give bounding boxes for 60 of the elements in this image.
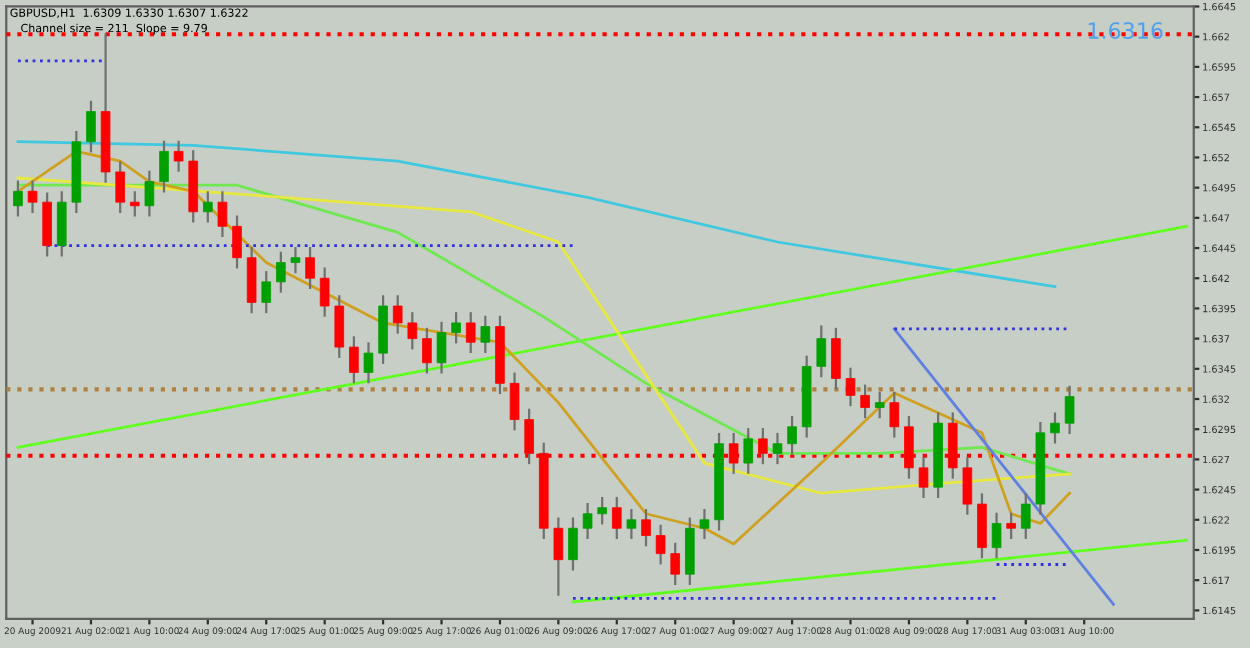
annotation: 1.6316	[1088, 22, 1163, 39]
candlestick	[203, 191, 213, 223]
candlestick	[582, 502, 593, 540]
candlestick	[86, 100, 96, 153]
candlestick	[173, 140, 184, 172]
candlestick	[451, 312, 461, 344]
candlestick	[1050, 412, 1060, 444]
candlestick	[787, 416, 797, 455]
candlestick	[13, 180, 23, 217]
candlestick	[290, 246, 301, 274]
candlestick	[42, 192, 52, 257]
candlestick	[597, 496, 607, 525]
candlestick	[553, 517, 564, 596]
candlestick	[305, 246, 315, 290]
candlestick	[670, 542, 681, 585]
candlestick	[115, 161, 125, 213]
candlestick	[1064, 385, 1075, 434]
candlestick	[772, 432, 783, 465]
candlestick	[246, 246, 257, 314]
line-series	[16, 150, 1071, 546]
candlestick	[56, 191, 67, 257]
candlestick	[465, 312, 476, 354]
candlestick	[889, 391, 900, 438]
candlestick	[612, 496, 622, 540]
line-series	[16, 140, 1057, 289]
candlestick	[363, 342, 374, 384]
candlestick	[860, 384, 870, 419]
candlestick	[334, 295, 345, 358]
candlestick	[845, 367, 856, 407]
candlestick	[232, 215, 242, 269]
candlestick	[217, 191, 228, 238]
candlestick	[685, 517, 695, 585]
candlestick	[831, 327, 841, 390]
candlestick	[699, 509, 710, 540]
candlestick	[422, 327, 432, 374]
candlestick	[480, 315, 491, 354]
candlestick	[1006, 512, 1016, 540]
candlestick	[27, 180, 38, 213]
candlestick	[991, 512, 1002, 559]
candlestick	[261, 271, 272, 314]
candlestick	[1020, 493, 1031, 540]
candlestick	[436, 321, 447, 374]
candlestick	[349, 336, 359, 384]
candlestick	[874, 391, 885, 419]
candlestick	[509, 372, 520, 431]
candlestick	[641, 509, 651, 547]
candlestick	[568, 517, 578, 571]
candlestick	[144, 170, 155, 217]
candlestick	[626, 509, 637, 540]
candlestick	[319, 267, 330, 317]
candlestick	[655, 524, 666, 565]
candlestick	[407, 312, 418, 350]
candlestick	[378, 295, 388, 364]
candlestick	[129, 191, 140, 217]
candlestick	[743, 428, 754, 474]
candlestick	[159, 140, 169, 193]
candlestick	[276, 251, 286, 293]
candlestick	[816, 325, 827, 378]
candlestick	[392, 295, 403, 334]
candlestick	[977, 493, 987, 559]
